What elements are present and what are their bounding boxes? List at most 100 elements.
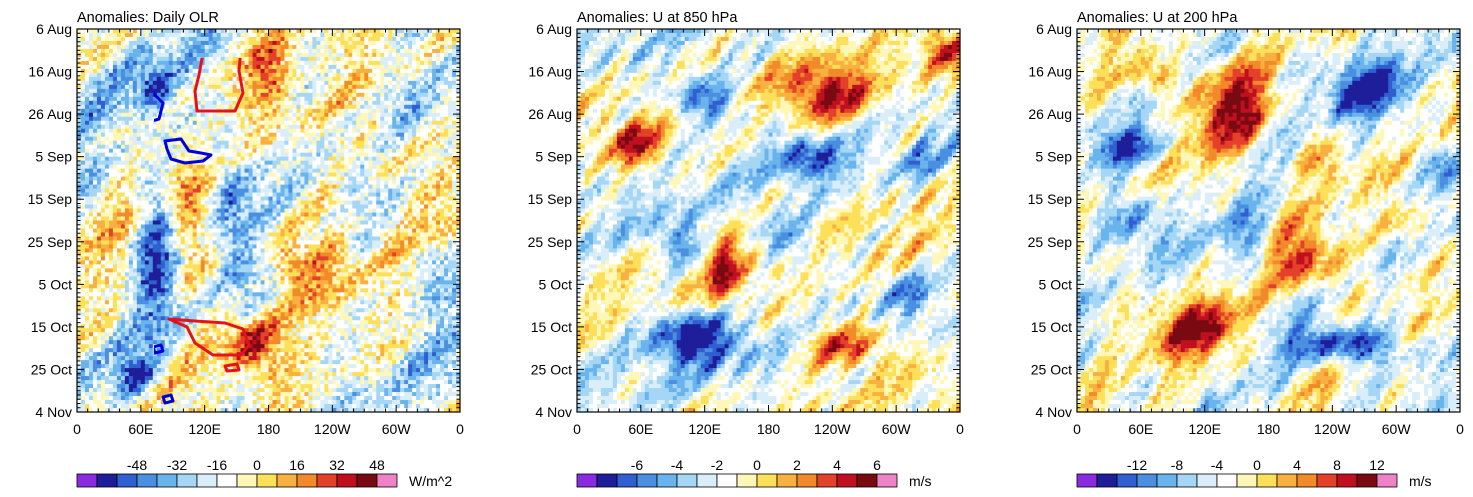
heatmap-cell [364, 140, 369, 146]
heatmap-cell [216, 36, 222, 42]
heatmap-cell [184, 76, 190, 82]
heatmap-cell [224, 36, 230, 42]
heatmap-cell [276, 44, 282, 50]
heatmap-cell [176, 192, 182, 198]
heatmap-cell [108, 160, 114, 166]
heatmap-cell [96, 84, 102, 90]
heatmap-cell [284, 184, 290, 190]
heatmap-cell [220, 76, 226, 82]
heatmap-cell [396, 32, 401, 38]
heatmap-cell [104, 40, 110, 46]
heatmap-cell [256, 224, 262, 230]
heatmap-cell [256, 104, 262, 110]
heatmap-cell [412, 132, 417, 138]
heatmap-cell [224, 32, 230, 38]
heatmap-cell [96, 56, 102, 62]
heatmap-cell [224, 44, 230, 50]
heatmap-cell [304, 172, 309, 178]
heatmap-cell [156, 84, 162, 90]
heatmap-cell [104, 128, 110, 134]
heatmap-cell [128, 52, 134, 58]
heatmap-cell [280, 188, 286, 194]
heatmap-cell [352, 144, 357, 150]
heatmap-cell [364, 68, 369, 74]
heatmap-cell [88, 188, 94, 194]
heatmap-cell [104, 148, 110, 154]
heatmap-cell [232, 216, 238, 222]
heatmap-cell [224, 212, 230, 218]
heatmap-cell [180, 176, 186, 182]
heatmap-cell [92, 100, 98, 106]
heatmap-cell [256, 228, 262, 234]
heatmap-cell [332, 29, 337, 34]
heatmap-cell [77, 88, 82, 94]
heatmap-cell [316, 88, 321, 94]
heatmap-cell [192, 44, 198, 50]
heatmap-cell [180, 196, 186, 202]
heatmap-cell [380, 96, 385, 102]
heatmap-cell [156, 64, 162, 70]
heatmap-cell [288, 108, 294, 114]
heatmap-cell [100, 64, 106, 70]
heatmap-cell [456, 216, 460, 222]
heatmap-cell [324, 60, 329, 66]
heatmap-cell [140, 120, 146, 126]
heatmap-cell [284, 208, 290, 214]
heatmap-cell [416, 92, 421, 98]
heatmap-cell [152, 160, 158, 166]
heatmap-cell [288, 44, 294, 50]
heatmap-cell [356, 92, 361, 98]
heatmap-cell [244, 116, 250, 122]
heatmap-cell [160, 132, 166, 138]
heatmap-cell [376, 140, 381, 146]
heatmap-cell [112, 40, 118, 46]
heatmap-cell [348, 208, 353, 214]
heatmap-cell [272, 100, 278, 106]
heatmap-cell [160, 164, 166, 170]
heatmap-cell [372, 180, 377, 186]
heatmap-cell [128, 124, 134, 130]
heatmap-cell [172, 224, 178, 230]
heatmap-cell [444, 56, 449, 62]
heatmap-cell [296, 172, 302, 178]
heatmap-cell [192, 116, 198, 122]
heatmap-cell [392, 160, 397, 166]
heatmap-cell [436, 196, 441, 202]
heatmap-cell [300, 36, 306, 42]
heatmap-cell [428, 200, 433, 206]
heatmap-cell [116, 100, 122, 106]
heatmap-cell [420, 112, 425, 118]
heatmap-cell [152, 56, 158, 62]
heatmap-cell [200, 140, 206, 146]
heatmap-cell [380, 192, 385, 198]
heatmap-cell [80, 112, 86, 118]
heatmap-cell [208, 168, 214, 174]
heatmap-cell [260, 124, 266, 130]
heatmap-cell [344, 204, 349, 210]
heatmap-cell [192, 68, 198, 74]
heatmap-cell [448, 176, 453, 182]
heatmap-cell [292, 29, 298, 34]
heatmap-cell [77, 92, 82, 98]
heatmap-cell [396, 52, 401, 58]
heatmap-cell [120, 36, 126, 42]
heatmap-cell [124, 120, 130, 126]
heatmap-cell [244, 52, 250, 58]
heatmap-cell [316, 64, 321, 70]
heatmap-cell [268, 228, 274, 234]
heatmap-cell [440, 96, 445, 102]
heatmap-cell [452, 88, 457, 94]
heatmap-cell [288, 224, 294, 230]
heatmap-cell [112, 204, 118, 210]
heatmap-cell [356, 64, 361, 70]
heatmap-cell [184, 188, 190, 194]
heatmap-cell [448, 192, 453, 198]
heatmap-cell [424, 32, 429, 38]
heatmap-cell [424, 156, 429, 162]
heatmap-cell [444, 160, 449, 166]
heatmap-cell [120, 124, 126, 130]
heatmap-cell [264, 196, 270, 202]
heatmap-cell [168, 92, 174, 98]
heatmap-cell [276, 80, 282, 86]
heatmap-cell [296, 204, 302, 210]
